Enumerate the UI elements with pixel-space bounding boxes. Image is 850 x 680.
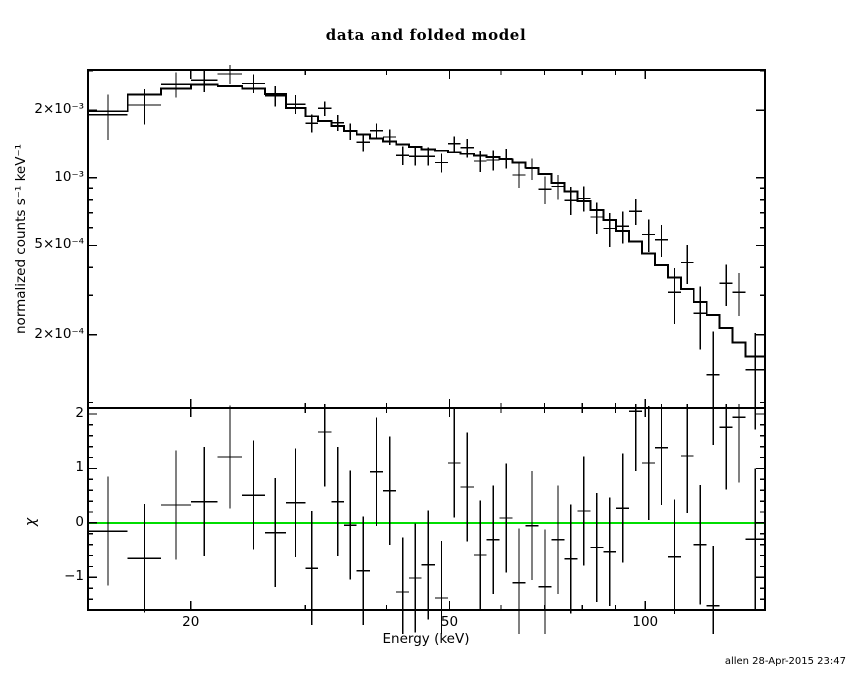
x-tick-label: 20 [182, 614, 200, 630]
x-tick-label: 100 [632, 614, 659, 630]
timestamp: allen 28-Apr-2015 23:47 [724, 656, 846, 667]
y-tick-label-bottom-panel: 2 [75, 404, 84, 421]
top-panel-border [87, 69, 766, 409]
residual-points [88, 404, 765, 634]
axis-ticks [88, 69, 765, 610]
plot-title: data and folded model [325, 26, 527, 44]
bottom-panel-border [87, 407, 766, 611]
data-points [88, 65, 765, 445]
y-tick-label-top-panel: 2×10⁻³ [34, 101, 84, 118]
y-tick-label-top-panel: 5×10⁻⁴ [34, 236, 84, 253]
x-tick-label: 50 [440, 614, 459, 630]
y-tick-label-top-panel: 10⁻³ [54, 168, 84, 185]
y-tick-label-bottom-panel: −1 [64, 568, 84, 585]
x-axis-label: Energy (keV) [382, 631, 470, 647]
y-tick-label-top-panel: 2×10⁻⁴ [34, 325, 84, 342]
y-tick-label-bottom-panel: 0 [75, 513, 84, 530]
y-tick-label-bottom-panel: 1 [75, 459, 84, 476]
model-histogram [88, 83, 765, 358]
